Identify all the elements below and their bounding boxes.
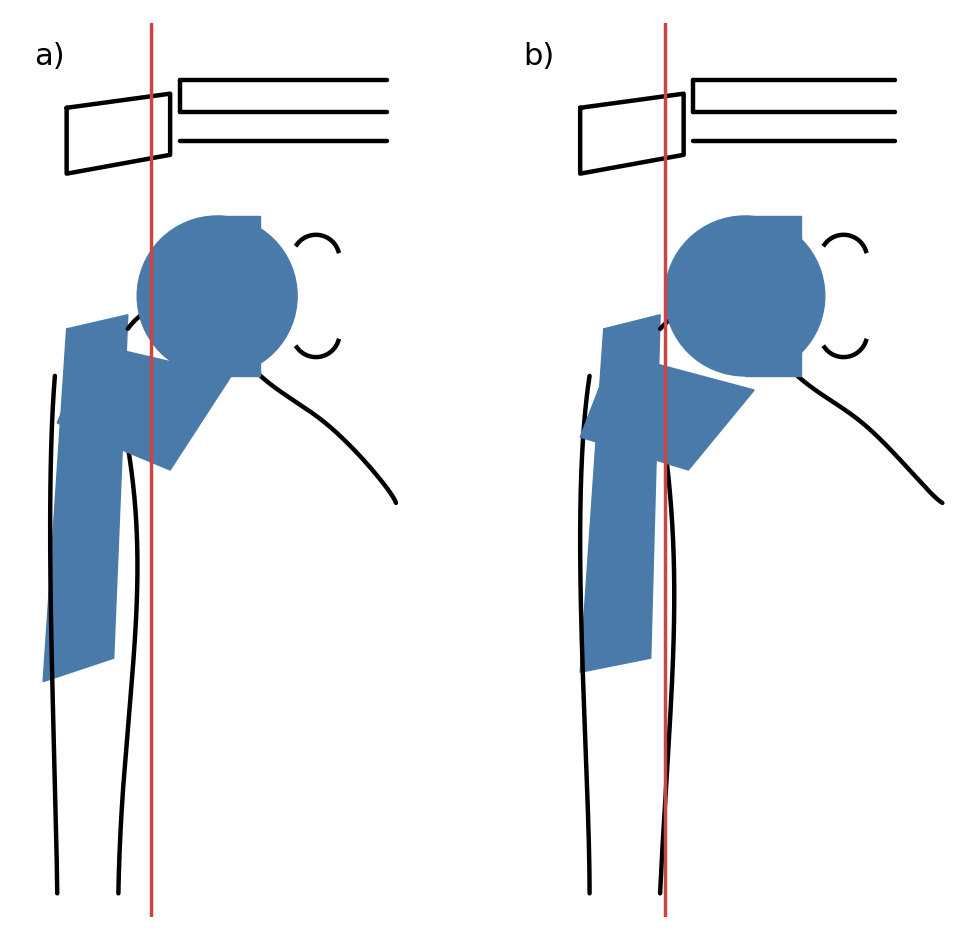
Circle shape bbox=[137, 216, 297, 376]
Polygon shape bbox=[43, 315, 127, 682]
Polygon shape bbox=[580, 352, 755, 470]
Text: a): a) bbox=[33, 42, 65, 70]
Polygon shape bbox=[57, 343, 231, 470]
Bar bbox=[745, 216, 802, 376]
Circle shape bbox=[664, 216, 825, 376]
Polygon shape bbox=[580, 315, 661, 672]
Text: b): b) bbox=[523, 42, 555, 70]
Bar bbox=[218, 216, 260, 376]
